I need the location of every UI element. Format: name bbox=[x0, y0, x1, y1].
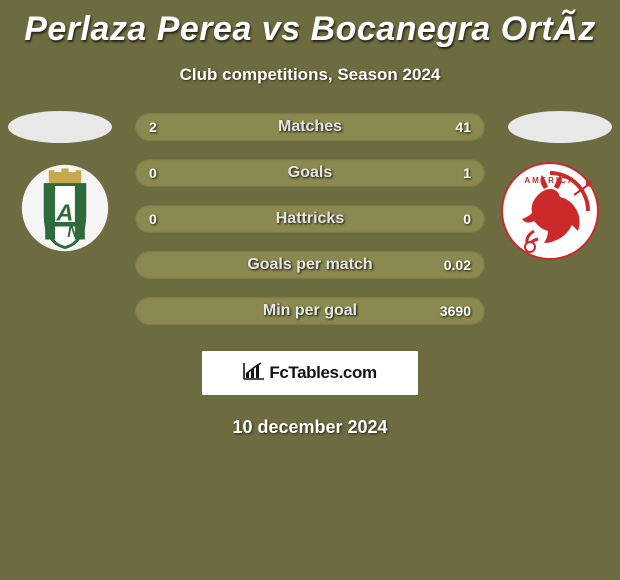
svg-text:AMERICA: AMERICA bbox=[524, 176, 575, 185]
subtitle: Club competitions, Season 2024 bbox=[0, 65, 620, 85]
stat-right-value: 3690 bbox=[440, 303, 471, 319]
brand-box: FcTables.com bbox=[202, 351, 418, 395]
stat-row-goals: 0 Goals 1 bbox=[135, 159, 485, 187]
svg-text:A: A bbox=[56, 200, 74, 226]
player-right-oval bbox=[508, 111, 612, 143]
stat-left-value: 0 bbox=[149, 211, 157, 227]
stat-right-value: 0 bbox=[463, 211, 471, 227]
stat-rows: 2 Matches 41 0 Goals 1 0 Hattricks 0 Goa… bbox=[135, 113, 485, 325]
svg-text:N: N bbox=[67, 223, 79, 241]
atletico-nacional-crest-icon: A N bbox=[20, 163, 110, 253]
stat-label: Hattricks bbox=[135, 210, 485, 228]
stat-label: Goals bbox=[135, 164, 485, 182]
date-text: 10 december 2024 bbox=[0, 417, 620, 438]
stat-left-value: 2 bbox=[149, 119, 157, 135]
brand-text: FcTables.com bbox=[269, 363, 376, 383]
club-crest-right: AMERICA bbox=[500, 161, 600, 261]
stat-row-matches: 2 Matches 41 bbox=[135, 113, 485, 141]
stat-row-min-per-goal: Min per goal 3690 bbox=[135, 297, 485, 325]
stats-area: A N AMERICA 2 Matches 41 bbox=[0, 113, 620, 325]
club-crest-left: A N bbox=[20, 163, 110, 253]
stat-right-value: 41 bbox=[455, 119, 471, 135]
america-de-cali-crest-icon: AMERICA bbox=[500, 161, 600, 261]
page-title: Perlaza Perea vs Bocanegra OrtÃ­z bbox=[0, 0, 620, 49]
stat-row-goals-per-match: Goals per match 0.02 bbox=[135, 251, 485, 279]
stat-row-hattricks: 0 Hattricks 0 bbox=[135, 205, 485, 233]
stat-label: Min per goal bbox=[135, 302, 485, 320]
stat-right-value: 1 bbox=[463, 165, 471, 181]
stat-label: Matches bbox=[135, 118, 485, 136]
stat-right-value: 0.02 bbox=[444, 257, 471, 273]
stat-label: Goals per match bbox=[135, 256, 485, 274]
bar-chart-icon bbox=[243, 362, 265, 385]
player-left-oval bbox=[8, 111, 112, 143]
stat-left-value: 0 bbox=[149, 165, 157, 181]
